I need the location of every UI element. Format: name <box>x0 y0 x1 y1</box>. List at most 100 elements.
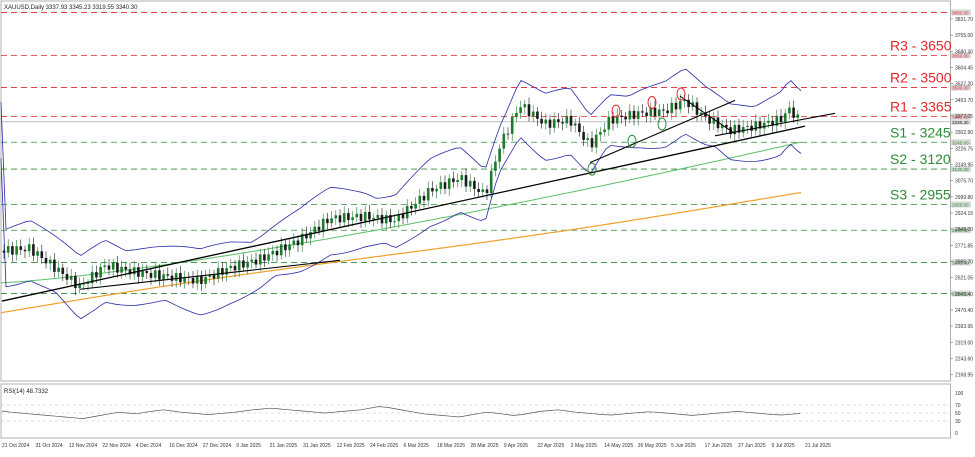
candle-body <box>569 115 573 126</box>
x-tick-label: 4 Dec 2024 <box>136 443 162 449</box>
candle-body <box>204 276 207 284</box>
trendline-down <box>679 95 736 135</box>
candle-body <box>607 116 611 130</box>
candle-body <box>111 262 115 270</box>
candle-body <box>61 267 65 274</box>
x-tick-label: 9 Apr 2025 <box>504 443 528 449</box>
candle-body <box>221 268 224 275</box>
x-tick-label: 27 Dec 2024 <box>203 443 232 449</box>
candle-body <box>573 123 577 126</box>
candle-body <box>498 148 501 162</box>
candle-body <box>519 107 522 113</box>
x-tick-label: 31 Oct 2024 <box>35 443 62 449</box>
current-price-tag-bg <box>951 118 971 125</box>
candle-body <box>620 115 623 118</box>
level-label: S3 - 2955 <box>890 186 951 202</box>
level-tag-bg <box>951 290 971 297</box>
candle-body <box>120 266 123 273</box>
candle-body <box>372 217 375 220</box>
candle-body <box>670 102 674 114</box>
candle-body <box>473 180 476 189</box>
candle-body <box>32 244 35 256</box>
candle-body <box>107 265 111 270</box>
candle-body <box>737 124 741 133</box>
time-axis: 21 Oct 2024 31 Oct 2024 12 Nov 2024 22 Nov … <box>2 443 831 449</box>
y-tick-label: 2771.85 <box>955 243 973 249</box>
candle-body <box>170 275 174 281</box>
candle-body <box>439 182 443 189</box>
ma200-line <box>0 191 802 314</box>
y-tick-label: 3604.45 <box>955 65 973 71</box>
rsi-pane: 100 70 50 30 0 <box>1 391 964 437</box>
candle-body <box>741 126 745 133</box>
candle-body <box>536 111 539 119</box>
candle-body <box>758 121 762 129</box>
level-label: R2 - 3500 <box>890 70 952 86</box>
candle-body <box>11 246 14 255</box>
rsi-tick-label: 100 <box>955 391 964 397</box>
bollinger-upper <box>0 68 802 256</box>
candle-body <box>44 257 48 264</box>
candle-body <box>19 246 23 250</box>
candle-body <box>317 226 321 231</box>
candle-body <box>611 116 615 124</box>
level-tag-bg <box>951 259 971 266</box>
candle-body <box>494 161 497 171</box>
trendline-recent <box>714 112 836 137</box>
x-tick-label: 22 Nov 2024 <box>102 443 131 449</box>
candle-body <box>229 265 233 269</box>
candle-body <box>582 132 585 140</box>
candle-body <box>338 215 342 223</box>
symbol-header: XAUUSD,Daily 3337.93 3345.23 3319.55 334… <box>4 5 138 11</box>
candle-body <box>305 233 308 239</box>
candle-body <box>103 265 107 267</box>
level-label: R1 - 3365 <box>890 99 952 115</box>
candle-body <box>431 188 434 192</box>
candle-body <box>712 117 716 124</box>
level-tag: 3850.00 <box>952 10 969 15</box>
candle-body <box>137 267 140 277</box>
candle-body <box>212 274 216 279</box>
candle-body <box>561 122 564 124</box>
y-tick-label: 2924.15 <box>955 211 973 217</box>
level-tag-bg <box>951 166 971 173</box>
x-tick-label: 5 Jun 2025 <box>671 443 696 449</box>
y-tick-label: 3453.70 <box>955 98 973 104</box>
trendlines-layer <box>1 95 836 302</box>
y-tick-label: 3377.05 <box>955 114 973 120</box>
candle-body <box>720 124 724 129</box>
candle-body <box>279 244 283 256</box>
candle-body <box>615 115 619 124</box>
candle-body <box>389 215 392 223</box>
x-tick-label: 16 Dec 2024 <box>169 443 198 449</box>
y-tick-label: 3527.20 <box>955 82 973 88</box>
candle-body <box>489 170 493 193</box>
y-tick-label: 2243.60 <box>955 356 973 362</box>
candle-body <box>632 110 636 119</box>
candle-body <box>347 213 350 220</box>
rsi-tick-label: 70 <box>955 403 961 409</box>
candle-body <box>540 118 543 124</box>
candle-body <box>515 112 518 118</box>
candle-body <box>531 111 535 117</box>
candle-body <box>351 217 354 220</box>
x-tick-label: 9 Jul 2025 <box>772 443 795 449</box>
candle-body <box>145 271 149 273</box>
resistance-marker <box>676 87 686 101</box>
candle-body <box>300 233 304 246</box>
candle-body <box>355 213 359 218</box>
candle-body <box>74 275 77 289</box>
candle-body <box>414 203 417 209</box>
candle-body <box>65 273 69 280</box>
candle-body <box>183 277 186 283</box>
candle-body <box>237 260 241 271</box>
level-tag: 3650.00 <box>952 53 969 58</box>
candle-body <box>447 178 451 189</box>
candle-body <box>725 124 728 128</box>
candle-body <box>552 119 556 128</box>
rsi-line <box>1 406 801 419</box>
candle-body <box>288 244 291 251</box>
